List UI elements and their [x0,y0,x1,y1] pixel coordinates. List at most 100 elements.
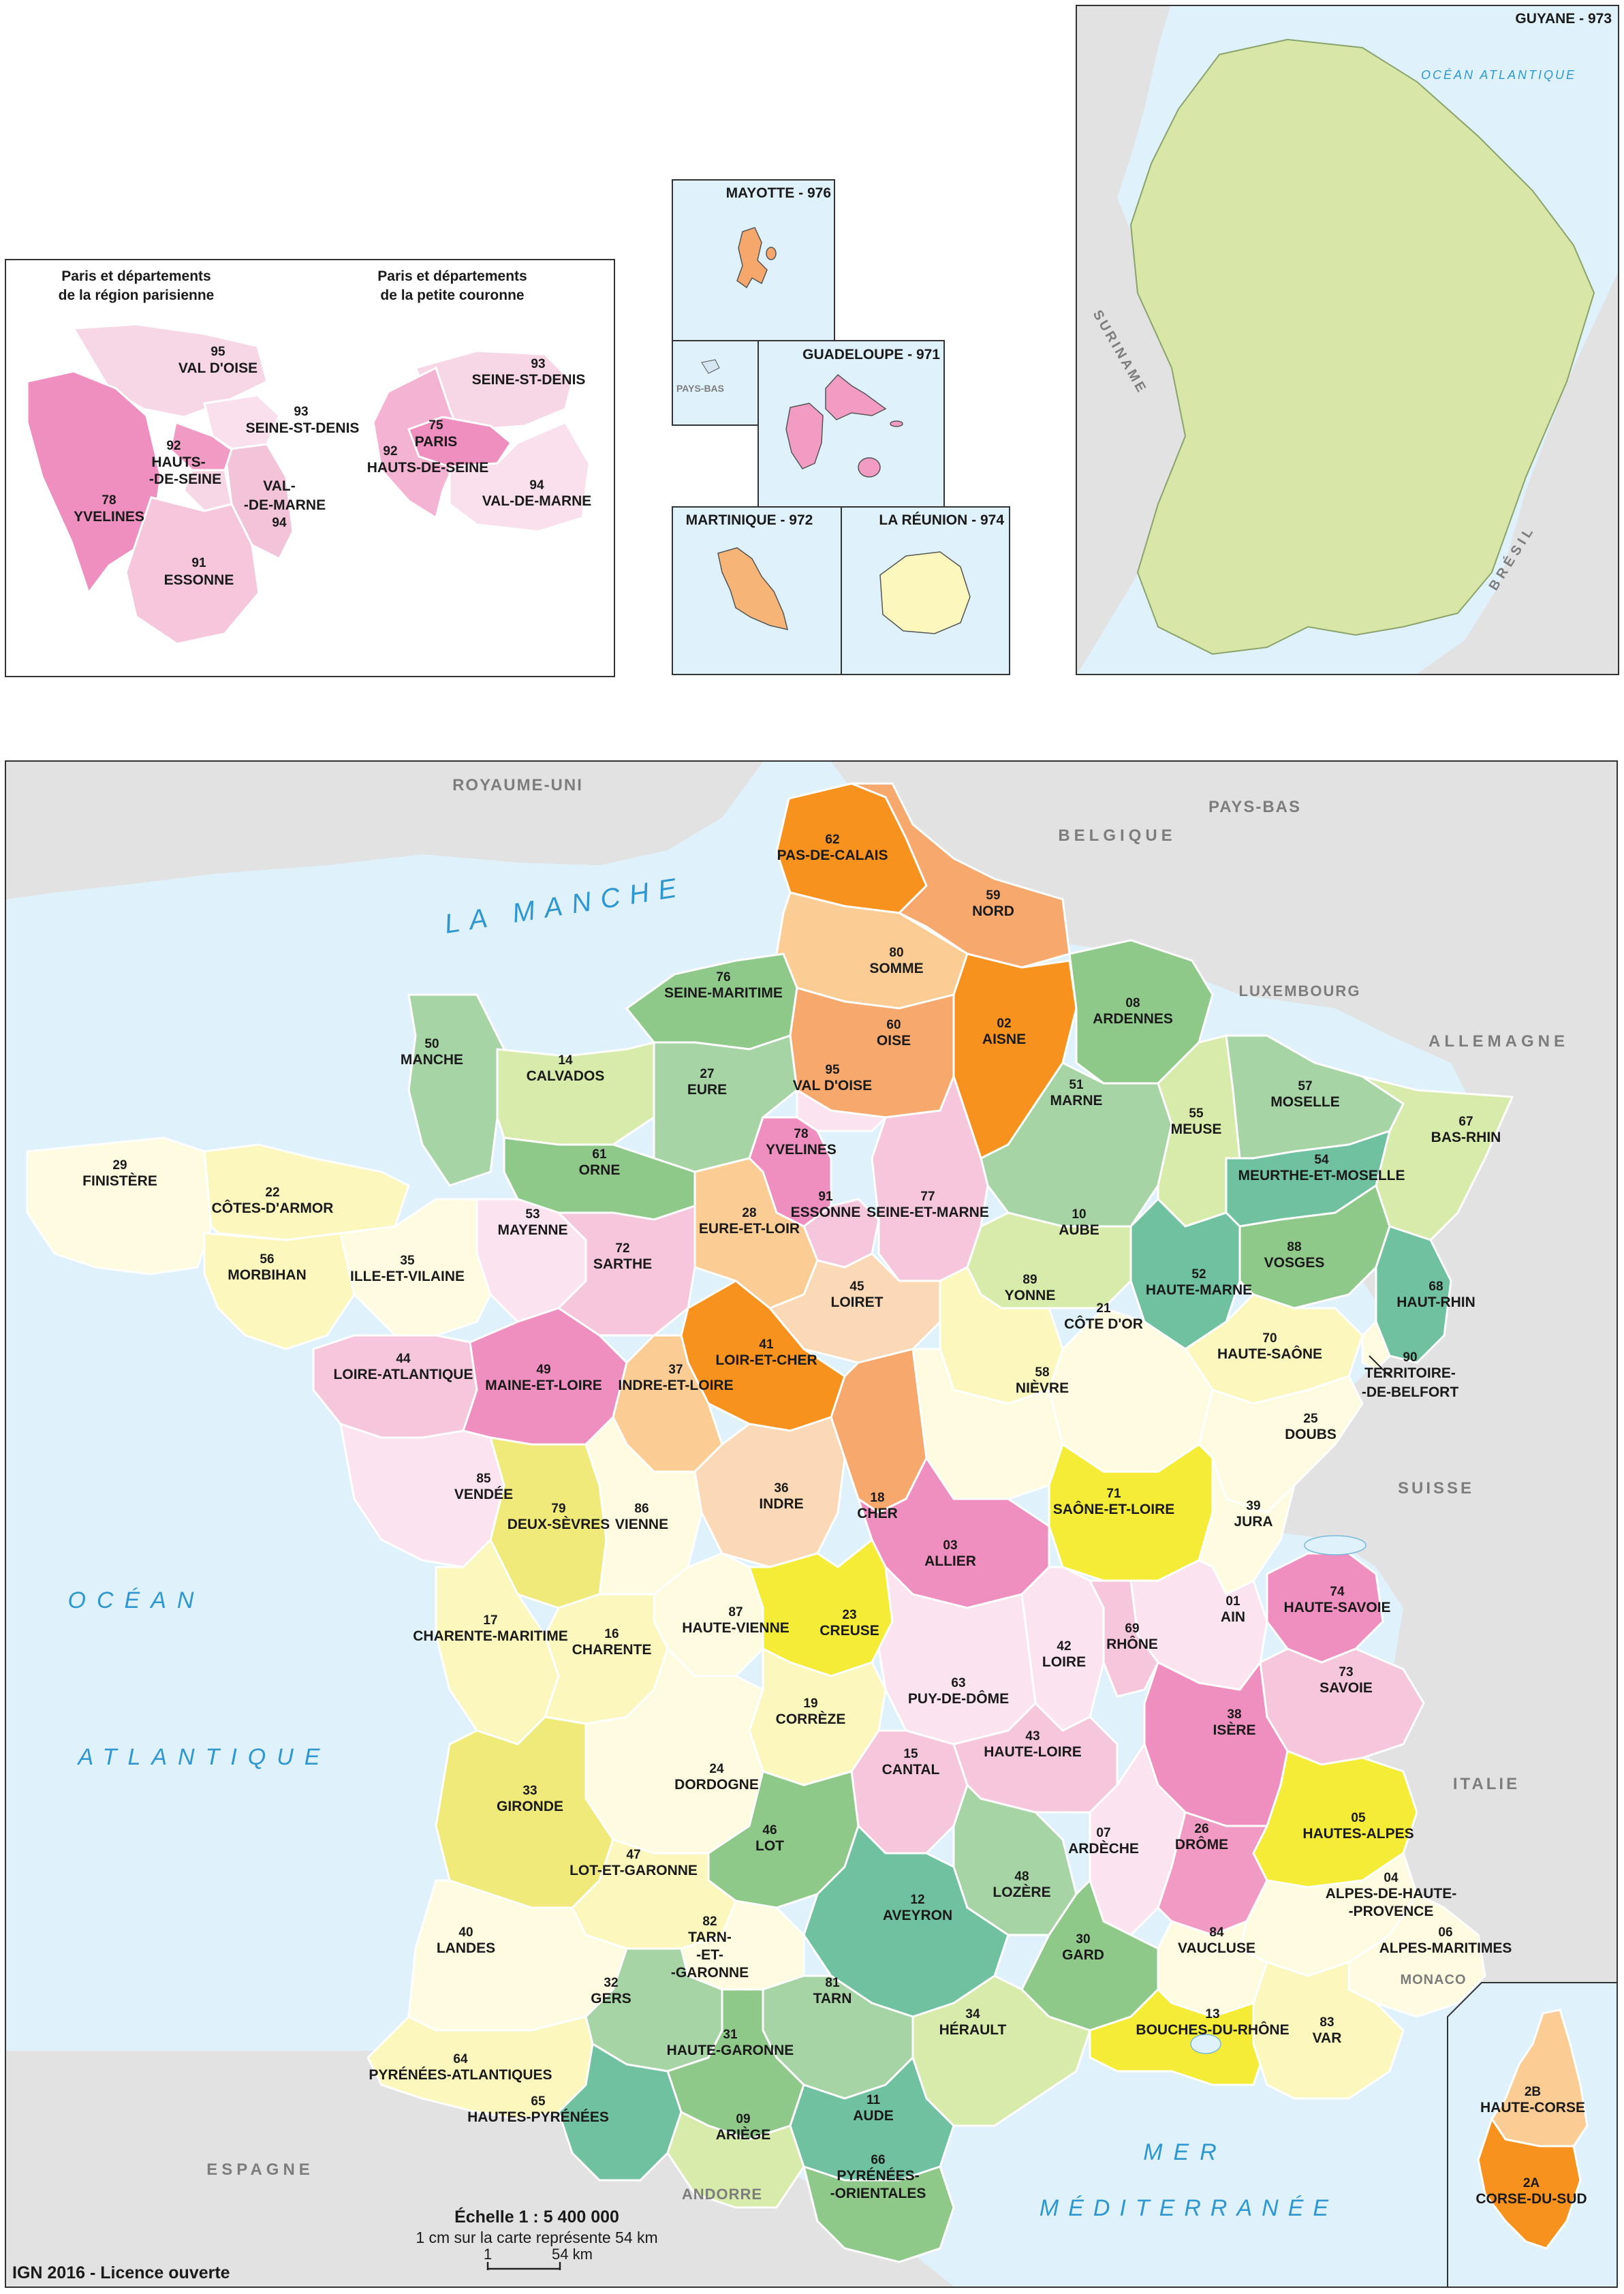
petite-75[interactable] [407,416,512,468]
pr-label-78-name: YVELINES [74,509,144,525]
dep-69[interactable] [1088,1579,1159,1698]
dep-label-21-name: CÔTE D'OR [1064,1316,1143,1332]
petite-94[interactable] [448,421,591,533]
departments [26,782,1589,2263]
dep-label-03-num: 03 [943,1538,957,1553]
dep-35[interactable] [339,1198,492,1337]
footer-echelle: Échelle 1 : 5 400 000 [454,2207,619,2227]
pr-label-95-name: VAL D'OISE [178,360,257,376]
lac-leman [1304,1535,1367,1555]
dep-label-38-num: 38 [1227,1707,1241,1722]
guyane-land[interactable] [1129,38,1595,655]
dep-label-55-num: 55 [1189,1106,1204,1121]
dep-label-24-name: DORDOGNE [674,1777,759,1793]
dep-label-88-name: VOSGES [1264,1255,1325,1271]
dep-label-04-name: ALPES-DE-HAUTE- [1326,1886,1457,1902]
dep-label-22-num: 22 [265,1185,279,1200]
dep-label-67-num: 67 [1458,1115,1473,1129]
dep-label-25-num: 25 [1303,1412,1318,1426]
dep-label-65-num: 65 [531,2094,546,2109]
pc-label-92-name: HAUTS-DE-SEINE [367,460,489,476]
pr-label-92-name1: HAUTS- [151,454,205,470]
pr-label-94-name1: VAL- [263,478,295,494]
dep-label-60-name: OISE [877,1033,911,1049]
pr-label-95-num: 95 [210,345,225,359]
dep-label-14-num: 14 [558,1053,573,1068]
dep-09[interactable] [666,2110,805,2209]
inset-paris-region: Paris et départements de la région paris… [5,259,615,677]
dep-45[interactable] [768,1252,941,1364]
dep-label-56-name: MORBIHAN [228,1267,307,1283]
country-italie: ITALIE [1453,1775,1520,1793]
dep-83[interactable] [1252,1960,1405,2100]
dep-label-37-num: 37 [668,1363,683,1377]
dep-label-77-num: 77 [920,1190,935,1204]
dep-label-21-num: 21 [1096,1301,1111,1316]
dep-label-39-num: 39 [1246,1499,1260,1513]
dep-label-25-name: DOUBS [1285,1427,1337,1442]
dep-label-23-name: CREUSE [819,1623,879,1639]
dep-label-28-num: 28 [742,1206,756,1220]
dep-36[interactable] [693,1416,846,1568]
dep-label-77-name: SEINE-ET-MARNE [866,1205,989,1220]
dep-label-66-name: PYRÉNÉES- [837,2168,919,2184]
dep-label-60-num: 60 [886,1018,901,1032]
dep-label-47-num: 47 [626,1848,640,1862]
dep-90[interactable] [1361,1320,1391,1371]
dep-label-19-name: CORRÈZE [776,1711,846,1727]
dep-label-2a-name: CORSE-DU-SUD [1475,2191,1587,2207]
dep-72[interactable] [556,1204,696,1337]
country-suisse: SUISSE [1398,1479,1474,1498]
dep-label-74-name: HAUTE-SAVOIE [1283,1600,1390,1615]
reunion-title: LA RÉUNION - 974 [879,512,1004,528]
dep-label-51-num: 51 [1069,1078,1084,1092]
dep-label-78-num: 78 [794,1127,808,1141]
dep-label-63-num: 63 [951,1676,965,1690]
dep-label-82-num: 82 [702,1915,717,1929]
dep-label-64-name: PYRÉNÉES-ATLANTIQUES [369,2067,552,2083]
region-91[interactable] [125,496,260,645]
sea-mer: MER [1143,2139,1228,2165]
dep-label-03-name: ALLIER [924,1553,976,1569]
martinique-island[interactable] [717,547,789,631]
dep-label-90-num: 90 [1403,1350,1417,1365]
inset-pays-bas-frame [672,340,759,426]
dep-label-89-num: 89 [1022,1273,1037,1287]
dep-60[interactable] [789,987,955,1119]
dep-label-x74-name: -PROVENCE [1349,1904,1434,1919]
dep-label-84-name: VAUCLUSE [1178,1940,1255,1956]
dep-label-53-num: 53 [525,1207,540,1222]
dep-label-55-name: MEUSE [1171,1121,1222,1137]
dep-label-05-name: HAUTES-ALPES [1302,1826,1414,1842]
dep-label-17-num: 17 [483,1613,497,1628]
pc-label-94-num: 94 [529,478,544,493]
reunion-island[interactable] [879,551,971,634]
dep-label-10-num: 10 [1072,1207,1086,1222]
dep-label-23-num: 23 [842,1608,856,1622]
dep-label-01-name: AIN [1221,1609,1245,1625]
dep-label-06-num: 06 [1438,1925,1452,1940]
dep-68[interactable] [1375,1225,1452,1364]
dep-50[interactable] [407,993,505,1187]
country-allemagne: ALLEMAGNE [1428,1032,1569,1051]
dep-label-11-name: AUDE [853,2108,894,2124]
mayotte-island[interactable] [736,227,768,289]
region-78[interactable] [26,370,162,595]
dep-29[interactable] [26,1136,213,1275]
dep-2A[interactable] [1477,2116,1582,2250]
dep-14[interactable] [496,1041,655,1146]
pc-label-94-name: VAL-DE-MARNE [482,493,592,509]
dep-label-82-name: TARN- [688,1929,732,1945]
dep-label-33-num: 33 [522,1784,537,1798]
dep-label-68-num: 68 [1428,1280,1443,1294]
basse-terre[interactable] [785,403,824,469]
dep-label-83-num: 83 [1320,2015,1334,2030]
dep-label-67-name: BAS-RHIN [1431,1130,1501,1145]
dep-66[interactable] [802,2165,955,2263]
grande-terre[interactable] [825,373,887,420]
dep-56[interactable] [203,1232,356,1350]
dep-label-01-num: 01 [1225,1594,1240,1609]
mayotte-title: MAYOTTE - 976 [726,185,831,201]
dep-label-11-num: 11 [866,2093,881,2107]
pr-label-93-name: SEINE-ST-DENIS [246,420,360,436]
